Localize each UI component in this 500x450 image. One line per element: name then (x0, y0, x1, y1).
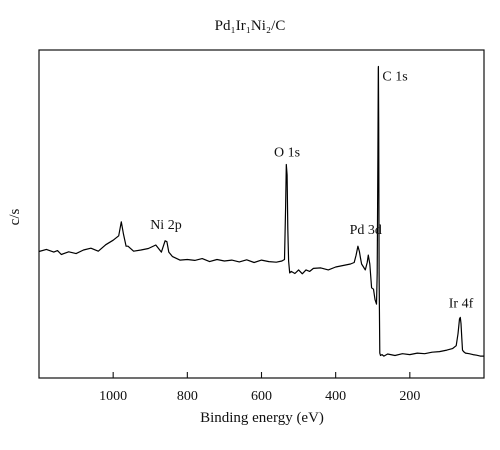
peak-label: Ir 4f (449, 296, 474, 311)
x-tick-label: 800 (177, 389, 198, 404)
peak-label: Pd 3d (350, 223, 382, 238)
x-tick-label: 600 (251, 389, 272, 404)
peak-label: C 1s (382, 69, 407, 84)
x-axis-label: Binding energy (eV) (200, 410, 324, 426)
y-axis-label: c/s (7, 209, 23, 226)
peak-label: Ni 2p (150, 218, 182, 233)
x-axis-tick-labels: 1000 800 600 400 200 (99, 389, 420, 404)
peak-label: O 1s (274, 145, 300, 160)
x-axis-ticks (112, 372, 411, 378)
x-tick-label: 1000 (99, 389, 127, 404)
x-tick-label: 200 (399, 389, 420, 404)
x-tick-label: 400 (325, 389, 346, 404)
peak-annotations: C 1s O 1s Pd 3d Ni 2p Ir 4f (150, 69, 473, 311)
spectrum-line (38, 65, 484, 357)
chart-title: Pd₁Ir₁Ni₂/C (215, 18, 286, 34)
plot-frame (38, 49, 485, 379)
